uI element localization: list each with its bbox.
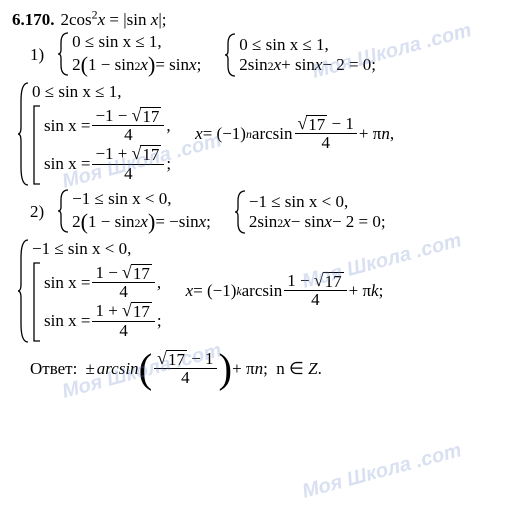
fraction: 1 − √17 4 (284, 272, 346, 310)
sys-row: 2(1 − sin2 x) = sin x; (72, 52, 201, 79)
sys-row: −1 ≤ sin x < 0, (32, 239, 162, 259)
fraction: 1 + √17 4 (92, 302, 154, 340)
case1-row1: 1) 0 ≤ sin x ≤ 1, 2(1 − sin2 x) = sin x;… (30, 32, 506, 79)
root-row: sin x = 1 + √17 4 ; (44, 302, 162, 340)
big-paren: ( √17 − 1 4 ) (139, 350, 233, 388)
sinx-eq: sin x = (44, 273, 90, 293)
case2-system-a: −1 ≤ sin x < 0, 2(1 − sin2 x) = −sin x; (58, 189, 211, 236)
fraction: 1 − √17 4 (92, 264, 154, 302)
fraction: −1 + √17 4 (92, 145, 164, 183)
problem-header: 6.170. 2cos2x = |sin x|; (12, 10, 506, 30)
sys-row: 2sin2 x − sin x − 2 = 0; (249, 212, 386, 232)
final-answer: Ответ: ± arcsin ( √17 − 1 4 ) + πn; n ∈ … (30, 350, 506, 388)
case2-row2: −1 ≤ sin x < 0, sin x = 1 − √17 4 , sin … (18, 238, 506, 344)
sinx-eq: sin x = (44, 154, 90, 174)
watermark: Моя Школа .com (300, 439, 464, 504)
case1-system2: 0 ≤ sin x ≤ 1, sin x = −1 − √17 4 , sin … (18, 81, 171, 187)
root-row: sin x = 1 − √17 4 , (44, 264, 162, 302)
fraction: √17 − 1 4 (154, 350, 216, 388)
fraction: √17 − 1 4 (295, 115, 357, 153)
root-row: sin x = −1 + √17 4 ; (44, 145, 171, 183)
case1-system-b: 0 ≤ sin x ≤ 1, 2sin2 x + sin x − 2 = 0; (225, 33, 376, 77)
sys-row: 2(1 − sin2 x) = −sin x; (72, 209, 211, 236)
main-equation: 2cos2x = |sin x|; (61, 10, 167, 30)
case1-answer: x = (−1)n arcsin √17 − 1 4 + πn, (195, 115, 394, 153)
sys-row: 0 ≤ sin x ≤ 1, (72, 32, 201, 52)
sinx-eq: sin x = (44, 116, 90, 136)
case2-system2: −1 ≤ sin x < 0, sin x = 1 − √17 4 , sin … (18, 238, 162, 344)
case2-row1: 2) −1 ≤ sin x < 0, 2(1 − sin2 x) = −sin … (30, 189, 506, 236)
pm: ± (85, 359, 94, 379)
sys-row: 0 ≤ sin x ≤ 1, (32, 82, 171, 102)
arcsin: arcsin (97, 359, 139, 379)
case1-row2: 0 ≤ sin x ≤ 1, sin x = −1 − √17 4 , sin … (18, 81, 506, 187)
sinx-eq: sin x = (44, 311, 90, 331)
case2-answer: x = (−1)k arcsin 1 − √17 4 + πk; (186, 272, 384, 310)
final-tail: + πn; n ∈ Z. (232, 359, 322, 379)
case1-label: 1) (30, 45, 44, 65)
sys-row: 2sin2 x + sin x − 2 = 0; (239, 55, 376, 75)
sys-row: 0 ≤ sin x ≤ 1, (239, 35, 376, 55)
case1-system-a: 0 ≤ sin x ≤ 1, 2(1 − sin2 x) = sin x; (58, 32, 201, 79)
problem-number: 6.170. (12, 10, 55, 30)
root-row: sin x = −1 − √17 4 , (44, 107, 171, 145)
case2-label: 2) (30, 202, 44, 222)
answer-label: Ответ: (30, 359, 77, 379)
case2-system-b: −1 ≤ sin x < 0, 2sin2 x − sin x − 2 = 0; (235, 190, 386, 234)
sys-row: −1 ≤ sin x < 0, (249, 192, 386, 212)
sys-row: −1 ≤ sin x < 0, (72, 189, 211, 209)
fraction: −1 − √17 4 (92, 107, 164, 145)
